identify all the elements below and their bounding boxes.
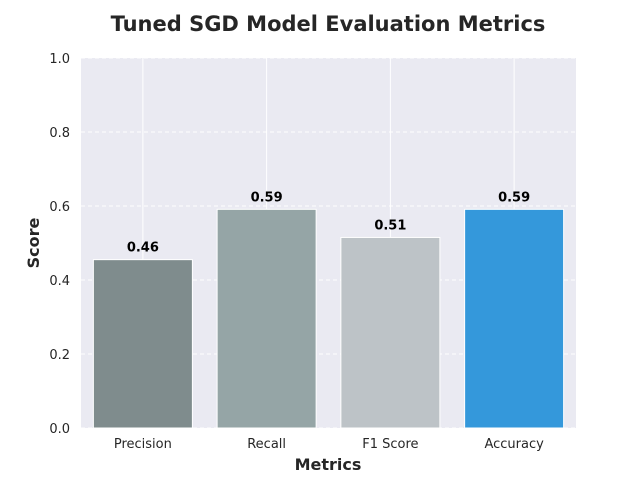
bar-recall [216,208,317,429]
y-tick-label: 0.8 [49,126,70,141]
y-axis-label: Score [24,217,43,268]
y-tick-label: 0.4 [49,274,70,289]
bar-accuracy [464,208,565,429]
bar-value-label: 0.59 [251,190,283,205]
x-tick-label: Accuracy [484,437,544,452]
x-tick-labels: Precision Recall F1 Score Accuracy [114,437,544,452]
bar-value-label: 0.59 [498,190,530,205]
x-tick-label: Recall [247,437,286,452]
bar-value-label: 0.46 [127,241,159,256]
y-tick-label: 0.0 [49,422,70,437]
y-tick-label: 0.2 [49,348,70,363]
x-tick-label: F1 Score [362,437,418,452]
x-tick-label: Precision [114,437,172,452]
y-tick-labels: 0.0 0.2 0.4 0.6 0.8 1.0 [49,52,70,437]
value-labels: 0.46 0.59 0.51 0.59 [127,190,530,255]
bars [92,208,565,429]
y-tick-label: 1.0 [49,52,70,67]
y-tick-label: 0.6 [49,200,70,215]
x-axis-label: Metrics [295,455,362,474]
bar-value-label: 0.51 [374,218,406,233]
bar-precision [92,259,193,429]
bar-f1-score [340,236,441,429]
chart-title: Tuned SGD Model Evaluation Metrics [111,12,546,36]
